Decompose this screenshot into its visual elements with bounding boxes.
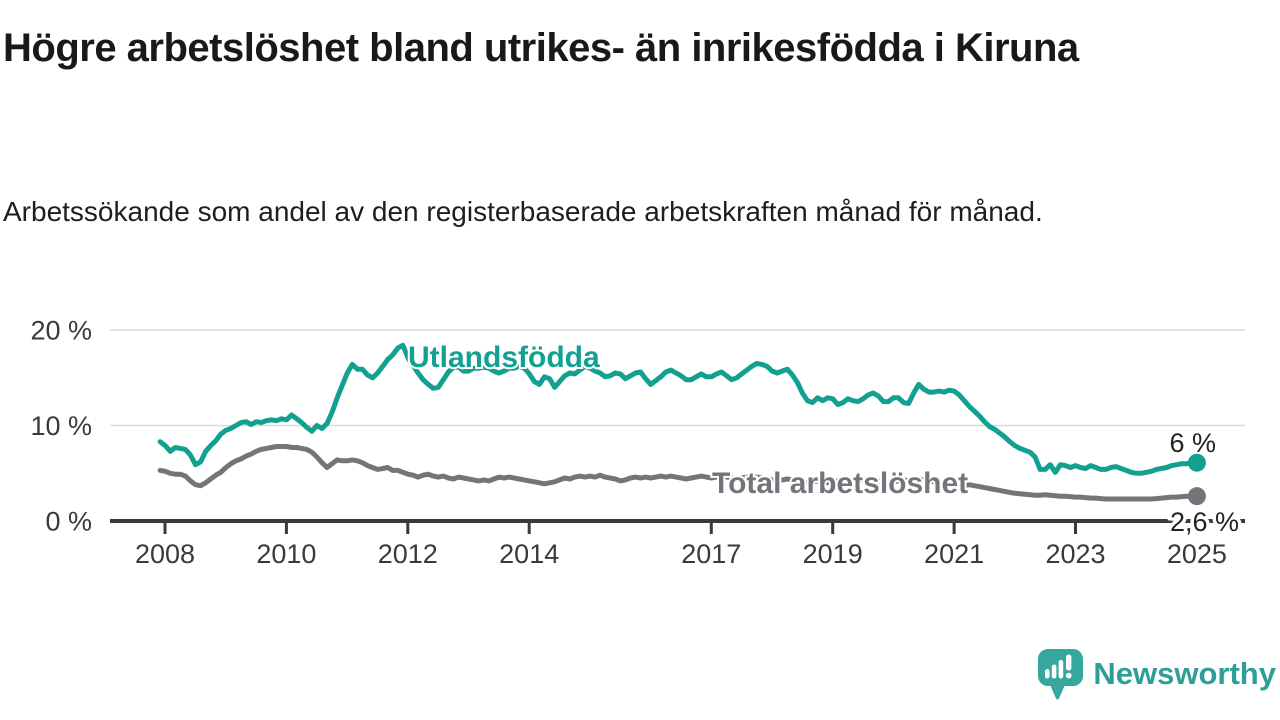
series-line-total-arbetsl-shet: [157, 444, 1200, 502]
x-axis-tick-label: 2014: [499, 539, 559, 569]
end-value-label-total-arbetsloshet: 2,6 %: [1170, 507, 1239, 537]
x-axis-tick-label: 2025: [1167, 539, 1227, 569]
series-line-utlandsf-dda: [157, 342, 1200, 476]
series-end-dot: [1187, 453, 1206, 472]
newsworthy-logo: Newsworthy: [1037, 646, 1276, 702]
y-axis-tick-label: 10 %: [30, 411, 92, 441]
bar-short: [1045, 669, 1050, 679]
page-title: Högre arbetslöshet bland utrikes- än inr…: [3, 26, 1079, 70]
exclamation-bar: [1066, 654, 1072, 671]
line-chart: 0 % 10 % 20 % 2008 2010 2012 2014 2017 2019 2021 2…: [30, 316, 1245, 569]
x-axis-tick-label: 2012: [378, 539, 438, 569]
x-axis-tick-label: 2010: [256, 539, 316, 569]
series-label-utlandsfodda: Utlandsfödda: [408, 341, 600, 374]
newsworthy-wordmark: Newsworthy: [1093, 656, 1276, 691]
exclamation-dot: [1066, 672, 1072, 679]
series-end-dot: [1187, 487, 1206, 506]
x-axis-tick-label: 2019: [803, 539, 863, 569]
page-subtitle: Arbetssökande som andel av den registerb…: [3, 196, 1043, 227]
y-axis-tick-label: 0 %: [45, 507, 92, 537]
y-axis-tick-label: 20 %: [30, 316, 92, 346]
x-axis-tick-label: 2023: [1045, 539, 1105, 569]
x-axis-tick-label: 2008: [135, 539, 195, 569]
end-value-label-utlandsfodda: 6 %: [1169, 428, 1216, 458]
x-axis-tick-label: 2021: [924, 539, 984, 569]
newsworthy-bubble-chart-icon: [1038, 649, 1084, 700]
series-label-total-arbetsloshet: Total arbetslöshet: [712, 467, 968, 500]
bar-medium: [1052, 664, 1057, 679]
bar-tall: [1058, 660, 1064, 679]
x-axis-tick-label: 2017: [681, 539, 741, 569]
